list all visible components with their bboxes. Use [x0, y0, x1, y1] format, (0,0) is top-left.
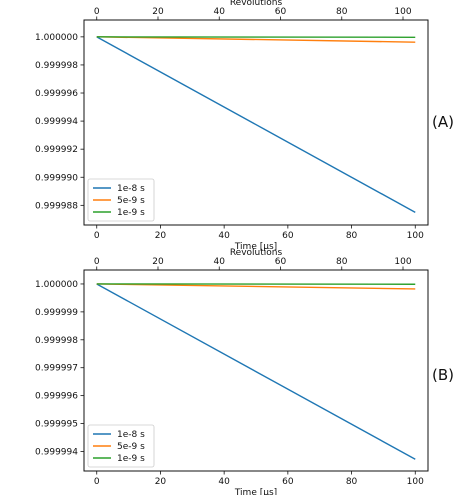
- legend-box: [87, 424, 155, 468]
- series-line-2: [96, 283, 416, 290]
- legend-box: [87, 178, 155, 222]
- y-tick-label: 0.999998: [35, 336, 78, 346]
- top-x-axis-label: Revolutions: [230, 248, 283, 258]
- top-x-tick-label: 0: [94, 257, 100, 267]
- top-x-tick-label: 100: [394, 257, 411, 267]
- y-tick-label: 0.999997: [35, 364, 78, 374]
- y-tick-label: 0.999996: [35, 392, 78, 402]
- x-tick-label: 80: [346, 477, 358, 487]
- x-axis-label: Time [μs]: [234, 242, 277, 252]
- y-tick-label: 0.999999: [35, 308, 78, 318]
- panel-b: 0 20 40 60 80 100 0 20 40 60 80 100 1.000000 0.999999…: [35, 248, 454, 495]
- legend-label: 1e-9 s: [117, 208, 145, 218]
- top-x-tick-label: 0: [94, 7, 100, 17]
- x-tick-label: 60: [282, 231, 294, 241]
- series-line-1: [96, 36, 416, 213]
- panel-a: 0 20 40 60 80 100 0 20 40 60 80 100 1.000000 0.999998…: [35, 0, 454, 252]
- plot-frame: [83, 19, 429, 226]
- top-x-tick-label: 20: [152, 257, 164, 267]
- x-axis-label: Time [μs]: [234, 488, 277, 495]
- top-x-tick-label: 40: [214, 257, 226, 267]
- top-x-tick-label: 20: [152, 7, 164, 17]
- x-tick-label: 100: [407, 231, 424, 241]
- y-tick-label: 0.999998: [35, 61, 78, 71]
- x-tick-label: 0: [94, 231, 100, 241]
- y-tick-label: 1.000000: [35, 280, 78, 290]
- y-tick-label: 0.999994: [35, 117, 78, 127]
- legend-label: 1e-8 s: [117, 430, 145, 440]
- top-x-tick-label: 80: [336, 7, 348, 17]
- legend-label: 5e-9 s: [117, 442, 145, 452]
- x-tick-label: 40: [218, 231, 230, 241]
- series-line-2: [96, 36, 416, 43]
- top-x-tick-label: 100: [394, 7, 411, 17]
- x-tick-label: 0: [94, 477, 100, 487]
- y-tick-label: 0.999988: [35, 201, 78, 211]
- y-tick-label: 0.999994: [35, 447, 78, 457]
- x-tick-label: 80: [346, 231, 358, 241]
- legend-label: 1e-9 s: [117, 454, 145, 464]
- series-line-1: [96, 283, 416, 460]
- x-tick-label: 60: [282, 477, 294, 487]
- y-tick-label: 1.000000: [35, 33, 78, 43]
- top-x-tick-label: 40: [214, 7, 226, 17]
- plot-frame: [83, 269, 429, 472]
- top-x-axis-label: Revolutions: [230, 0, 283, 8]
- x-tick-label: 20: [155, 477, 167, 487]
- top-x-tick-label: 80: [336, 257, 348, 267]
- y-tick-label: 0.999996: [35, 89, 78, 99]
- legend-label: 1e-8 s: [117, 184, 145, 194]
- x-tick-label: 20: [155, 231, 167, 241]
- panel-tag: (A): [432, 113, 454, 131]
- top-x-tick-label: 60: [275, 7, 287, 17]
- y-tick-label: 0.999990: [35, 173, 78, 183]
- legend-label: 5e-9 s: [117, 196, 145, 206]
- panel-tag: (B): [432, 366, 454, 384]
- y-tick-label: 0.999992: [35, 145, 78, 155]
- x-tick-label: 40: [218, 477, 230, 487]
- top-x-tick-label: 60: [275, 257, 287, 267]
- x-tick-label: 100: [407, 477, 424, 487]
- y-tick-label: 0.999995: [35, 420, 78, 430]
